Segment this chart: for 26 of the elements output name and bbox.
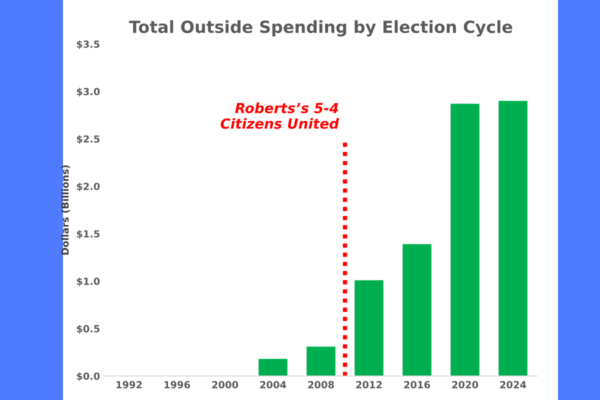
bar: [354, 280, 384, 376]
x-tick-label: 1992: [116, 381, 142, 388]
chart-title: Total Outside Spending by Election Cycle: [129, 20, 512, 36]
y-tick-label: $2.5: [76, 135, 100, 144]
x-tick-label: 2004: [260, 381, 286, 388]
x-tick-label: 2008: [308, 381, 334, 388]
y-tick-label: $0.0: [76, 372, 100, 382]
bar: [402, 244, 432, 376]
y-tick-label: $1.5: [76, 230, 100, 239]
y-axis-title: Dollars (Billions): [61, 165, 70, 255]
x-tick-label: 1996: [164, 381, 190, 388]
bar: [258, 358, 288, 376]
bar: [450, 104, 480, 376]
y-tick-label: $0.5: [76, 324, 100, 334]
x-tick-label: 2000: [212, 381, 238, 388]
y-tick-label: $2.0: [76, 182, 100, 192]
ref-line-label: Roberts’s 5-4 Citizens United: [220, 102, 340, 129]
bar: [498, 100, 528, 376]
y-tick-label: $1.0: [76, 277, 100, 286]
x-tick-label: 2024: [500, 381, 526, 388]
bar: [306, 346, 336, 376]
x-tick-label: 2016: [404, 381, 430, 388]
y-tick-label: $3.5: [76, 40, 100, 50]
x-tick-label: 2020: [452, 381, 478, 388]
y-tick-label: $3.0: [76, 88, 100, 97]
x-tick-label: 2012: [356, 381, 382, 388]
